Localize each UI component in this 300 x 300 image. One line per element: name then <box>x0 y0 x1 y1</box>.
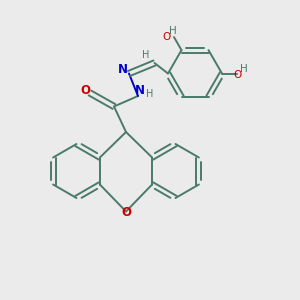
Text: N: N <box>117 63 128 76</box>
Text: H: H <box>169 26 176 35</box>
Text: H: H <box>146 88 153 99</box>
Text: O: O <box>80 83 91 97</box>
Text: N: N <box>134 84 145 97</box>
Text: O: O <box>162 32 171 42</box>
Text: O: O <box>121 206 131 220</box>
Text: H: H <box>240 64 248 74</box>
Text: O: O <box>234 70 242 80</box>
Text: H: H <box>142 50 149 60</box>
